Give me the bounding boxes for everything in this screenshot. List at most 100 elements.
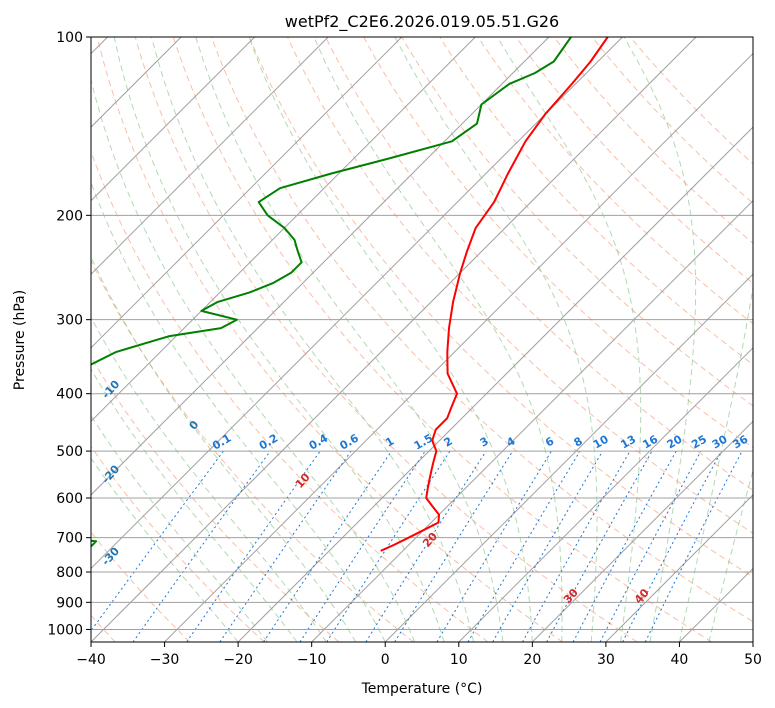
isotherm-line	[91, 37, 697, 642]
y-tick-label: 200	[56, 208, 83, 224]
mixing-ratio-line	[467, 450, 581, 642]
dry-adiabat-line	[553, 37, 753, 244]
mixing-ratio-line	[546, 450, 653, 642]
isotherm-line	[164, 52, 753, 642]
moist-adiabat-line	[91, 77, 416, 642]
y-tick-label: 100	[56, 30, 83, 46]
mixing-ratio-line	[599, 450, 702, 642]
profile-lines	[91, 37, 609, 552]
moist-adiabat-line	[248, 37, 533, 642]
y-axis-ticks: 100 200 300 400 500 600 700 800 900 1000	[47, 30, 91, 638]
dry-adiabat-line	[91, 259, 414, 642]
mixing-ratio-label: 0.1	[210, 432, 233, 453]
mixing-ratio-label: 16	[640, 432, 660, 451]
plot-frame	[90, 36, 754, 643]
dry-adiabat-line	[96, 37, 563, 642]
isotherm-line	[91, 37, 550, 496]
y-axis-label: Pressure (hPa)	[12, 290, 28, 390]
moist-adiabat-line	[91, 457, 239, 642]
dry-adiabat-line	[172, 37, 713, 642]
mixing-ratio-label: 0.2	[257, 432, 280, 453]
mixing-ratio-label: 20	[665, 432, 685, 451]
mixing-ratio-line	[572, 450, 677, 642]
isotherm-line	[91, 37, 623, 570]
dry-adiabat-label: 20	[420, 530, 440, 550]
mixing-ratio-line	[622, 450, 722, 642]
dry-adiabat-label: 30	[561, 586, 581, 606]
mixing-ratio-label: 3	[478, 435, 491, 450]
isotherm-line	[91, 37, 476, 423]
x-tick-label: 0	[381, 652, 390, 668]
mixing-ratio-line	[263, 450, 392, 642]
dewpoint-profile-line	[91, 37, 572, 548]
dry-adiabat-label: 0	[187, 418, 202, 433]
isotherm-line	[91, 37, 329, 275]
dry-adiabat-line	[401, 37, 753, 407]
moist-adiabat-line	[91, 368, 298, 642]
mixing-ratio-line	[522, 450, 631, 642]
moist-adiabat-line	[394, 37, 598, 642]
moist-adiabat-line	[91, 255, 357, 642]
mixing-ratio-label: 25	[689, 433, 709, 452]
isotherm-line	[752, 641, 753, 642]
dry-adiabat-label: 40	[632, 586, 652, 606]
mixing-ratio-label: 30	[710, 432, 730, 451]
moist-adiabat-line	[151, 37, 474, 642]
moist-adiabat-line	[623, 37, 697, 642]
dry-adiabat-line	[210, 37, 753, 623]
x-axis-label: Temperature (°C)	[361, 681, 483, 697]
isotherm-line	[311, 199, 753, 642]
y-tick-label: 500	[56, 444, 83, 460]
x-tick-label: 30	[597, 652, 615, 668]
dry-adiabat-line	[515, 37, 753, 284]
moist-adiabat-line	[91, 414, 268, 642]
y-tick-label: 300	[56, 313, 83, 329]
mixing-ratio-label: 0.4	[307, 431, 331, 452]
x-tick-label: 20	[523, 652, 541, 668]
mixing-ratio-label: 8	[572, 435, 585, 450]
x-tick-label: −20	[223, 652, 253, 668]
isotherm-line	[237, 126, 753, 642]
y-tick-label: 1000	[47, 622, 83, 638]
dry-adiabat-line	[134, 37, 638, 642]
moist-adiabat-line	[113, 37, 445, 642]
moist-adiabat-line	[678, 283, 753, 642]
dry-adiabat-label: -30	[99, 544, 122, 568]
x-tick-label: 50	[744, 652, 762, 668]
mixing-ratio-line	[644, 450, 743, 642]
temperature-profile-line	[380, 37, 609, 552]
isotherm-line	[531, 420, 753, 642]
mixing-ratio-line	[132, 450, 271, 642]
x-tick-label: −10	[297, 652, 327, 668]
mixing-ratio-line	[299, 450, 426, 642]
isotherm-line	[605, 494, 753, 642]
mixing-ratio-label: 1.5	[412, 432, 435, 453]
dry-adiabat-line	[591, 37, 753, 204]
y-tick-label: 800	[56, 565, 83, 581]
moist-adiabat-line	[195, 37, 504, 642]
mixing-ratio-line	[186, 450, 321, 642]
mixing-ratio-line	[219, 450, 352, 642]
chart-title: wetPf2_C2E6.2026.019.05.51.G26	[285, 12, 559, 32]
mixing-ratio-label: 13	[618, 433, 638, 452]
dry-adiabat-line	[91, 445, 265, 642]
dry-adiabat-line	[248, 37, 753, 578]
moist-adiabat-line	[91, 316, 327, 642]
pressure-gridlines	[91, 37, 753, 630]
x-tick-label: −40	[76, 652, 106, 668]
isotherm-line	[91, 37, 403, 349]
dry-adiabat-line	[325, 37, 753, 491]
mixing-ratio-line	[436, 450, 552, 642]
isotherm-line	[91, 37, 256, 202]
y-tick-label: 400	[56, 387, 83, 403]
moist-adiabat-line	[496, 37, 642, 642]
mixing-ratio-label: 2	[442, 435, 455, 450]
dry-adiabat-line	[477, 37, 753, 325]
dry-adiabat-line	[91, 150, 489, 642]
x-tick-label: −30	[150, 652, 180, 668]
mixing-ratio-label: 36	[730, 432, 750, 451]
dry-adiabat-label: -10	[99, 377, 122, 401]
moist-adiabat-line	[91, 180, 386, 642]
y-tick-label: 600	[56, 491, 83, 507]
